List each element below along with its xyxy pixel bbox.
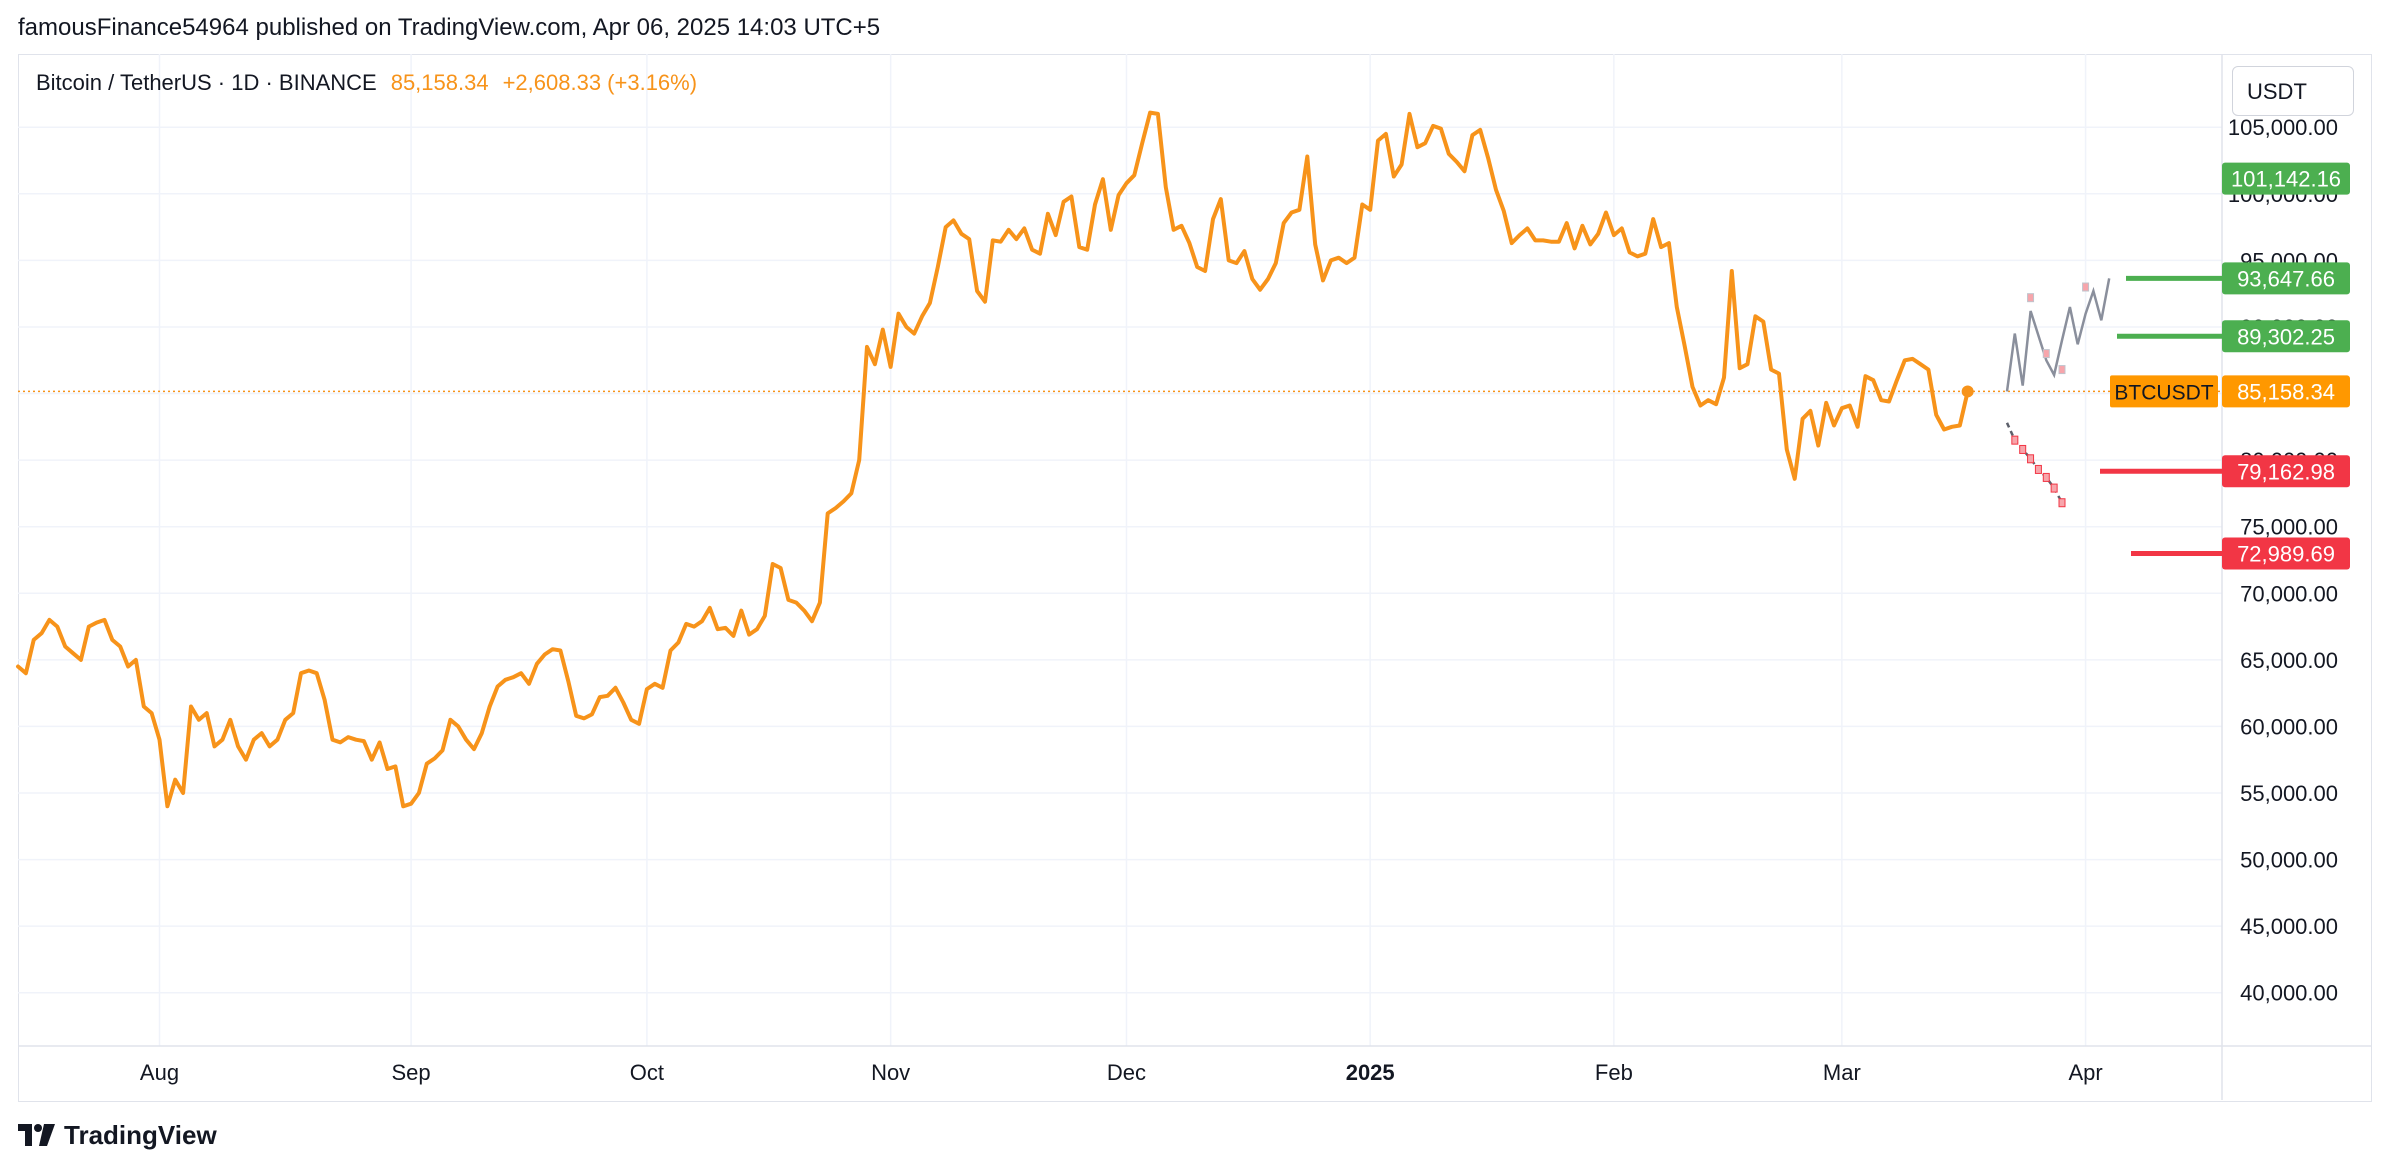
tradingview-logo-icon — [18, 1124, 55, 1146]
price-label-box — [2222, 320, 2350, 353]
price-label-box — [2222, 455, 2350, 488]
axis-separators — [18, 54, 2372, 1100]
projection-candle — [2019, 444, 2027, 454]
price-label-text: 72,989.69 — [2237, 541, 2335, 566]
y-tick-label: 65,000.00 — [2240, 648, 2338, 673]
price-label-text: 89,302.25 — [2237, 324, 2335, 349]
projection-candle — [2082, 282, 2090, 292]
x-tick-label: Dec — [1107, 1060, 1146, 1085]
attribution-header: famousFinance54964 published on TradingV… — [18, 14, 881, 41]
currency-button[interactable]: USDT — [2232, 66, 2354, 116]
projection-candle — [2011, 435, 2019, 445]
price-label-text: 93,647.66 — [2237, 266, 2335, 291]
x-tick-label: Mar — [1823, 1060, 1861, 1085]
tradingview-logo[interactable]: TradingView — [18, 1118, 217, 1152]
y-tick-label: 60,000.00 — [2240, 714, 2338, 739]
y-tick-label: 55,000.00 — [2240, 781, 2338, 806]
y-tick-label: 75,000.00 — [2240, 515, 2338, 540]
projection-candle — [2058, 498, 2066, 508]
projection-candle — [2034, 464, 2042, 474]
y-tick-label: 70,000.00 — [2240, 581, 2338, 606]
x-tick-label: Feb — [1595, 1060, 1633, 1085]
price-label-text: 101,142.16 — [2231, 167, 2341, 192]
projection-candle — [2027, 293, 2035, 303]
x-tick-label: 2025 — [1346, 1060, 1395, 1085]
projection-candle — [2027, 454, 2035, 464]
projection-up-path — [2005, 278, 2111, 392]
y-tick-label: 105,000.00 — [2228, 115, 2338, 140]
x-tick-label: Aug — [140, 1060, 179, 1085]
legend-change: +2,608.33 (+3.16%) — [502, 70, 698, 95]
x-tick-label: Oct — [630, 1060, 664, 1085]
last-price-marker — [1961, 385, 1974, 398]
price-label-box — [2222, 537, 2350, 570]
symbol-tag-text: BTCUSDT — [2114, 381, 2213, 404]
projection-candle — [2042, 472, 2050, 482]
projection-candle — [2050, 483, 2058, 493]
tradingview-logo-text: TradingView — [64, 1119, 217, 1150]
price-label-text: 85,158.34 — [2237, 379, 2335, 404]
x-tick-label: Sep — [391, 1060, 430, 1085]
x-tick-label: Nov — [871, 1060, 910, 1085]
y-tick-label: 40,000.00 — [2240, 981, 2338, 1006]
price-label-box — [2222, 262, 2350, 295]
series-layer — [16, 110, 1974, 809]
projection-layer — [2005, 278, 2111, 508]
y-tick-label: 45,000.00 — [2240, 914, 2338, 939]
grid-lines — [18, 54, 2222, 1046]
chart-frame — [18, 54, 2372, 1102]
x-axis-labels: Aug Sep Oct Nov Dec 2025 Feb Mar Apr — [140, 1060, 2103, 1085]
projection-candle — [2058, 365, 2066, 375]
legend-price: 85,158.34 — [390, 70, 489, 95]
price-label-box — [2222, 375, 2350, 408]
legend-symbol: Bitcoin / TetherUS · 1D · BINANCE — [36, 70, 377, 95]
price-label-text: 79,162.98 — [2237, 459, 2335, 484]
price-line — [16, 110, 1970, 809]
x-tick-label: Apr — [2068, 1060, 2102, 1085]
symbol-tag-box — [2110, 375, 2218, 408]
symbol-legend: Bitcoin / TetherUS · 1D · BINANCE 85,158… — [36, 70, 697, 96]
y-tick-label: 50,000.00 — [2240, 848, 2338, 873]
projection-candle — [2042, 349, 2050, 359]
price-label-box — [2222, 162, 2350, 195]
price-labels-layer: 101,142.16 93,647.66 89,302.25 85,158.34 79,… — [2100, 162, 2350, 570]
